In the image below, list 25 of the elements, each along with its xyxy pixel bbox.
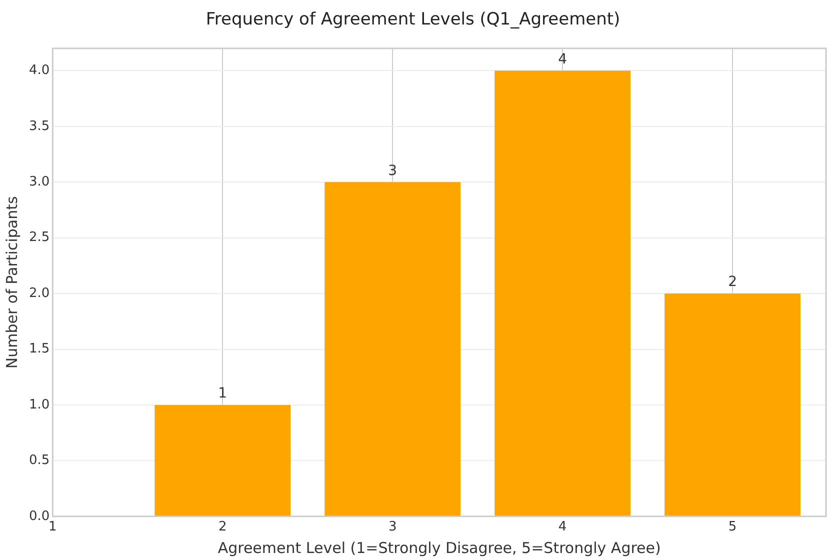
y-tick-label: 1.0 bbox=[28, 397, 50, 412]
x-tick-label: 5 bbox=[728, 520, 737, 535]
y-tick-label: 0.0 bbox=[28, 508, 50, 524]
y-tick-label: 2.0 bbox=[28, 286, 50, 301]
x-tick-label: 1 bbox=[48, 520, 57, 535]
bar bbox=[154, 404, 291, 516]
x-tick-label: 3 bbox=[388, 520, 397, 535]
bar bbox=[324, 182, 461, 516]
y-tick-label: 1.5 bbox=[28, 342, 50, 357]
y-axis-title: Number of Participants bbox=[2, 196, 21, 369]
y-tick-label: 2.5 bbox=[28, 230, 50, 246]
x-axis-title: Agreement Level (1=Strongly Disagree, 5=Strongly Agree) bbox=[218, 538, 661, 557]
data-label: 1 bbox=[218, 386, 228, 402]
y-tick-label: 3.0 bbox=[28, 174, 50, 190]
y-tick-label: 3.5 bbox=[28, 118, 50, 134]
y-tick-label: 0.5 bbox=[28, 453, 50, 468]
x-tick-label: 2 bbox=[218, 520, 227, 535]
data-label: 2 bbox=[728, 274, 737, 290]
data-label: 3 bbox=[388, 162, 398, 179]
y-tick-label: 4.0 bbox=[28, 63, 50, 78]
bar bbox=[494, 70, 631, 516]
data-label: 4 bbox=[558, 51, 568, 68]
bar bbox=[664, 294, 801, 516]
chart-title: Frequency of Agreement Levels (Q1_Agreement) bbox=[206, 10, 620, 30]
x-tick-label: 4 bbox=[558, 520, 567, 535]
